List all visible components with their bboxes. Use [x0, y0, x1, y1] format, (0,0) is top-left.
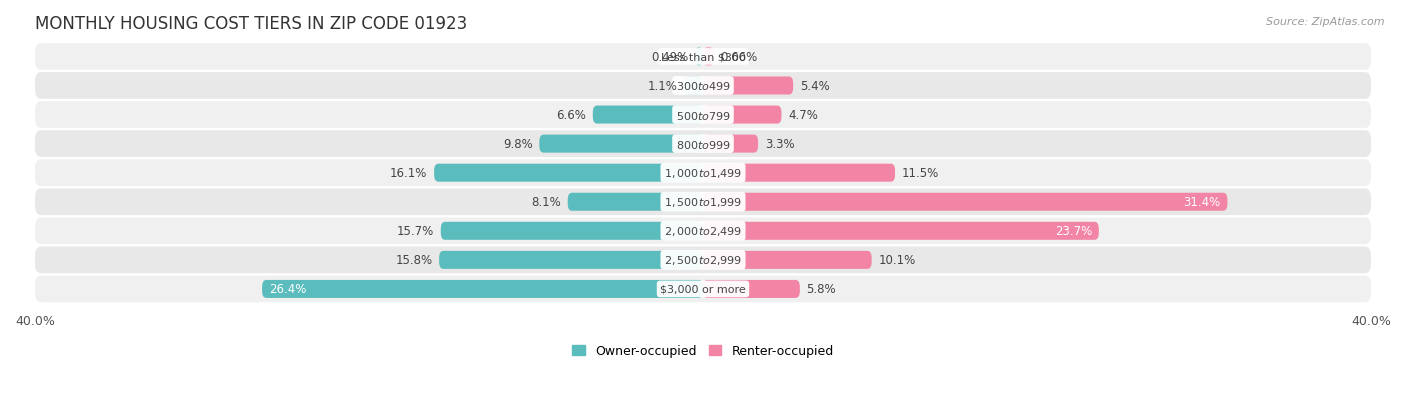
FancyBboxPatch shape [35, 247, 1371, 273]
FancyBboxPatch shape [35, 102, 1371, 128]
FancyBboxPatch shape [703, 280, 800, 298]
Text: $800 to $999: $800 to $999 [675, 138, 731, 150]
Text: $2,000 to $2,499: $2,000 to $2,499 [664, 225, 742, 238]
Text: 0.66%: 0.66% [721, 51, 758, 64]
Text: 3.3%: 3.3% [765, 138, 794, 151]
Text: 10.1%: 10.1% [879, 254, 915, 267]
FancyBboxPatch shape [35, 189, 1371, 216]
FancyBboxPatch shape [35, 160, 1371, 187]
Text: 5.4%: 5.4% [800, 80, 830, 93]
FancyBboxPatch shape [35, 218, 1371, 244]
Text: $3,000 or more: $3,000 or more [661, 284, 745, 294]
Text: 6.6%: 6.6% [557, 109, 586, 122]
Text: 0.49%: 0.49% [651, 51, 688, 64]
Text: $500 to $799: $500 to $799 [675, 109, 731, 121]
FancyBboxPatch shape [262, 280, 703, 298]
Text: 15.7%: 15.7% [396, 225, 434, 238]
FancyBboxPatch shape [703, 251, 872, 269]
FancyBboxPatch shape [703, 77, 793, 95]
Text: $2,500 to $2,999: $2,500 to $2,999 [664, 254, 742, 267]
Text: Source: ZipAtlas.com: Source: ZipAtlas.com [1267, 17, 1385, 26]
FancyBboxPatch shape [703, 164, 896, 182]
FancyBboxPatch shape [35, 131, 1371, 158]
FancyBboxPatch shape [439, 251, 703, 269]
FancyBboxPatch shape [703, 135, 758, 153]
Legend: Owner-occupied, Renter-occupied: Owner-occupied, Renter-occupied [568, 339, 838, 362]
FancyBboxPatch shape [441, 222, 703, 240]
FancyBboxPatch shape [593, 106, 703, 124]
FancyBboxPatch shape [703, 48, 714, 66]
FancyBboxPatch shape [434, 164, 703, 182]
FancyBboxPatch shape [540, 135, 703, 153]
Text: MONTHLY HOUSING COST TIERS IN ZIP CODE 01923: MONTHLY HOUSING COST TIERS IN ZIP CODE 0… [35, 15, 467, 33]
FancyBboxPatch shape [35, 44, 1371, 71]
FancyBboxPatch shape [703, 193, 1227, 211]
FancyBboxPatch shape [685, 77, 703, 95]
Text: 8.1%: 8.1% [531, 196, 561, 209]
Text: 11.5%: 11.5% [901, 167, 939, 180]
Text: 31.4%: 31.4% [1184, 196, 1220, 209]
Text: 15.8%: 15.8% [395, 254, 433, 267]
FancyBboxPatch shape [568, 193, 703, 211]
Text: Less than $300: Less than $300 [661, 52, 745, 62]
FancyBboxPatch shape [703, 222, 1099, 240]
FancyBboxPatch shape [695, 48, 703, 66]
FancyBboxPatch shape [703, 106, 782, 124]
Text: $300 to $499: $300 to $499 [675, 80, 731, 92]
FancyBboxPatch shape [35, 73, 1371, 100]
Text: 16.1%: 16.1% [389, 167, 427, 180]
Text: 26.4%: 26.4% [269, 283, 307, 296]
Text: 4.7%: 4.7% [789, 109, 818, 122]
Text: $1,500 to $1,999: $1,500 to $1,999 [664, 196, 742, 209]
Text: 23.7%: 23.7% [1054, 225, 1092, 238]
Text: 9.8%: 9.8% [503, 138, 533, 151]
FancyBboxPatch shape [35, 276, 1371, 303]
Text: $1,000 to $1,499: $1,000 to $1,499 [664, 167, 742, 180]
Text: 5.8%: 5.8% [807, 283, 837, 296]
Text: 1.1%: 1.1% [648, 80, 678, 93]
